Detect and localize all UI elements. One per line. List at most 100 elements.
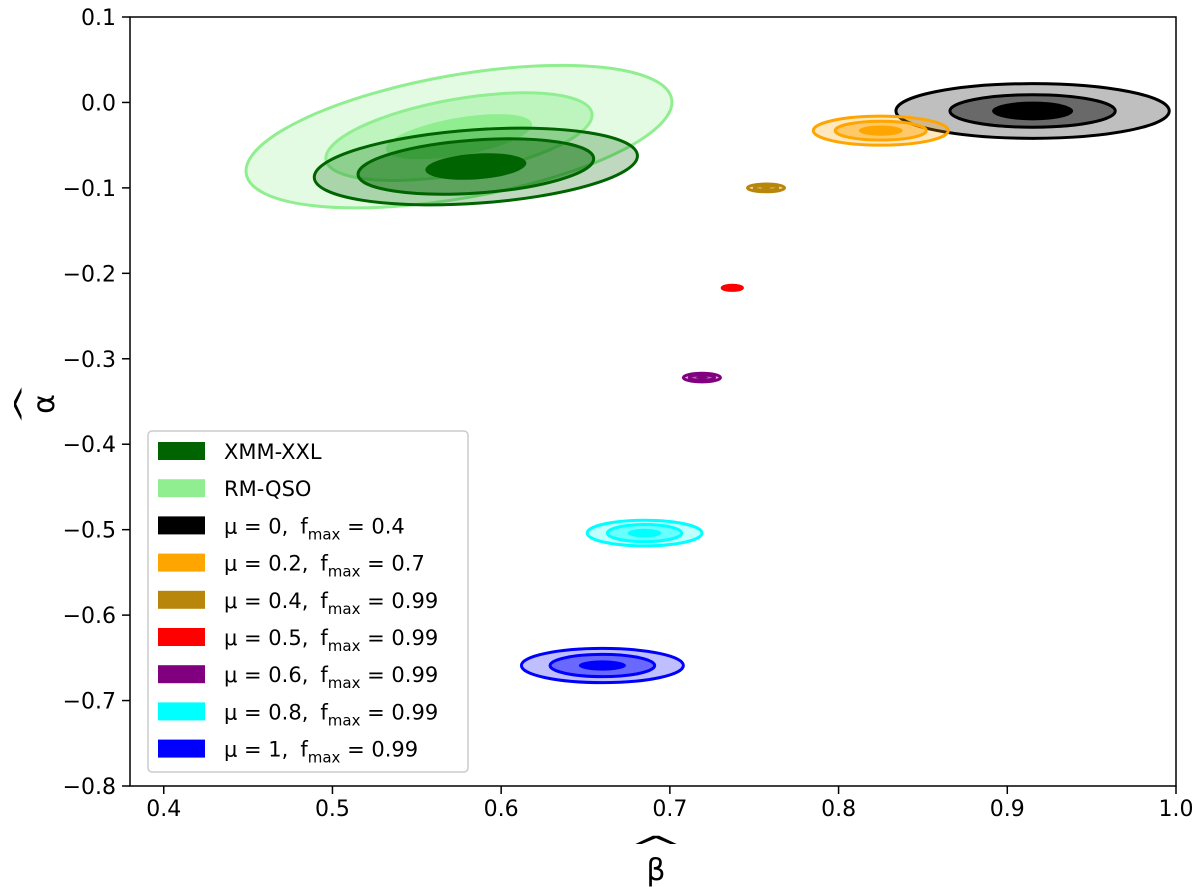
legend-sub: max [328,711,361,729]
legend-fval: = 0.99 [360,589,438,613]
contour-level-3 [728,286,736,289]
legend-label: μ = 0.2, fmax = 0.7 [224,552,425,581]
legend-f: f [300,738,308,762]
x-axis-title: β [646,853,665,887]
legend-swatch [158,702,205,721]
x-tick-label: 0.9 [990,797,1025,822]
contour-mu06 [681,371,722,384]
y-tick-label: −0.7 [63,690,116,715]
legend-label: RM-QSO [224,477,311,501]
legend-mu: μ = 0.2, [224,552,308,576]
y-axis-label: ^ α [9,382,62,427]
legend-entry-mu0: μ = 0, fmax = 0.4 [158,514,405,543]
contour-mu0 [894,82,1171,140]
legend-fval: = 0.99 [360,700,438,724]
legend-swatch [158,516,205,535]
x-tick-label: 0.6 [484,797,519,822]
x-tick-label: 0.8 [821,797,856,822]
contour-level-3 [992,101,1074,121]
x-axis-hat: ^ [628,830,683,865]
legend-swatch [158,628,205,646]
legend-swatch [158,479,205,498]
legend-mu: μ = 1, [224,738,288,762]
legend-entry-mu04: μ = 0.4, fmax = 0.99 [158,589,438,618]
contour-mu04 [745,182,787,194]
legend-fval: = 0.99 [360,663,438,687]
legend-swatch [158,553,205,572]
legend-label: XMM-XXL [224,440,322,464]
legend-label: μ = 0.6, fmax = 0.99 [224,663,438,692]
legend-entry-xmm-xxl: XMM-XXL [158,440,322,464]
legend-label: μ = 0, fmax = 0.4 [224,514,405,543]
legend-label: μ = 0.4, fmax = 0.99 [224,589,438,618]
legend-entry-rm-qso: RM-QSO [158,477,311,501]
contour-mu1 [519,646,685,685]
legend-mu: μ = 0.8, [224,700,308,724]
x-tick-label: 1.0 [1159,797,1194,822]
contour-layer [244,63,1171,685]
x-axis: 0.4 0.5 0.6 0.7 0.8 0.9 1.0 [146,786,1194,822]
legend-mu: μ = 0.5, [224,626,308,650]
y-axis: 0.1 0.0 −0.1 −0.2 −0.3 −0.4 −0.5 −0.6 −0.7 −0.8 [63,6,130,800]
contour-rm-qso [244,63,674,210]
legend-label: μ = 1, fmax = 0.99 [224,738,418,767]
legend-mu: μ = 0, [224,514,288,538]
legend-sub: max [328,637,361,655]
legend-swatch [158,442,205,460]
legend-f: f [320,552,328,576]
y-tick-label: −0.6 [63,604,116,629]
legend-sub: max [308,525,341,543]
y-tick-label: −0.5 [63,519,116,544]
legend-label: μ = 0.8, fmax = 0.99 [224,700,438,729]
y-tick-label: −0.1 [63,177,116,202]
legend-fval: = 0.99 [340,738,418,762]
legend-sub: max [328,600,361,618]
legend-entry-mu1: μ = 1, fmax = 0.99 [158,738,418,767]
contour-mu08 [585,518,704,548]
contour-level-3 [425,153,527,180]
legend-entry-mu08: μ = 0.8, fmax = 0.99 [158,700,438,729]
x-tick-label: 0.7 [652,797,687,822]
legend-sub: max [328,674,361,692]
contour-level-3 [760,186,772,190]
contour-xmm-xxl [312,126,639,207]
legend-label: μ = 0.5, fmax = 0.99 [224,626,438,655]
legend-fval: = 0.7 [360,552,424,576]
y-tick-label: 0.0 [81,91,116,116]
contour-level-3 [385,114,533,160]
legend-f: f [320,626,328,650]
legend-mu: μ = 0.6, [224,663,308,687]
legend-f: f [300,514,308,538]
contour-mu05 [720,283,744,292]
legend-entry-mu06: μ = 0.6, fmax = 0.99 [158,663,438,692]
contour-level-3 [578,660,627,671]
legend-box [147,430,469,773]
plot-frame [129,16,1177,787]
contour-level-3 [696,376,708,380]
legend-swatch [158,739,205,758]
y-axis-title: α [27,394,62,414]
contour-level-3 [627,528,662,538]
legend-f: f [320,589,328,613]
y-tick-label: 0.1 [81,6,116,31]
legend-sub: max [328,563,361,581]
x-axis-label: ^ β [628,830,683,887]
legend-f: f [320,663,328,687]
contour-level-3 [858,125,903,136]
legend-fval: = 0.4 [340,514,404,538]
contour-mu02 [811,114,950,147]
legend-swatch [158,590,205,609]
y-axis-hat: ^ [9,382,41,427]
y-tick-label: −0.3 [63,348,116,373]
legend-entry-mu05: μ = 0.5, fmax = 0.99 [158,626,438,655]
y-tick-label: −0.2 [63,262,116,287]
legend-sub: max [308,749,341,767]
y-tick-label: −0.8 [63,775,116,800]
x-tick-label: 0.5 [315,797,350,822]
legend-f: f [320,700,328,724]
legend-mu: μ = 0.4, [224,589,308,613]
legend-swatch [158,665,205,684]
legend-fval: = 0.99 [360,626,438,650]
